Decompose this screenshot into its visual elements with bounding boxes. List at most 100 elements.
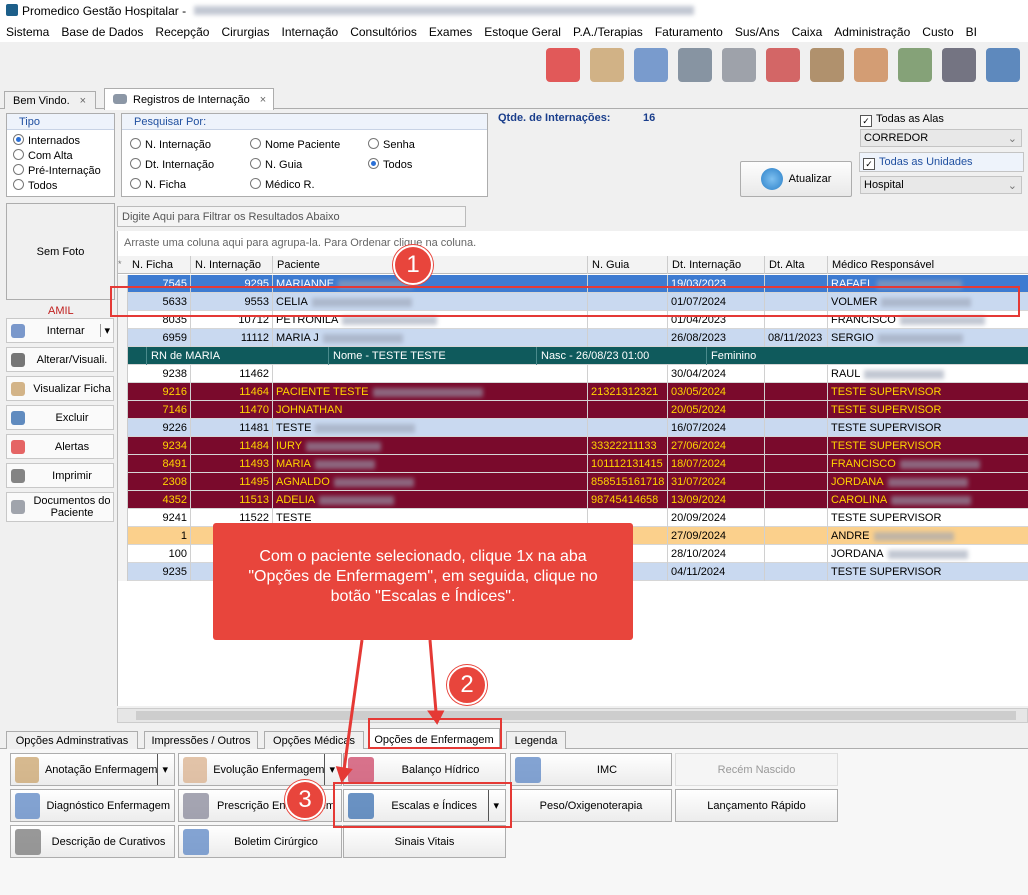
grid-row[interactable]: 4352 11513 ADELIA 98745414658 13/09/2024 CARO… [118,491,1028,509]
row-indicator [118,329,128,347]
toolbar-icon[interactable] [590,48,624,82]
action-button[interactable]: Excluir [6,405,114,430]
radio-option[interactable]: N. Internação [130,138,211,151]
radio-option[interactable]: N. Guia [250,158,302,171]
action-button[interactable]: Imprimir [6,463,114,488]
menu-item[interactable]: Caixa [791,25,823,39]
menu-item[interactable]: Sistema [6,25,50,39]
toolbar-icon[interactable] [766,48,800,82]
radio-option[interactable]: Todos [368,158,412,171]
radio-option[interactable]: Todos [13,179,57,192]
toolbar-icon[interactable] [986,48,1020,82]
grid-cell: 858515161718 [588,473,668,491]
grid-row[interactable]: 6959 11112 MARIA J 26/08/2023 08/11/2023 SERG… [118,329,1028,347]
alas-check[interactable]: ✓ Todas as Alas [860,113,944,127]
column-header[interactable]: N. Guia [588,256,668,274]
toolbar-icon[interactable] [678,48,712,82]
action-button[interactable]: Evolução Enfermagem ▾ [178,753,342,786]
toolbar-icon[interactable] [854,48,888,82]
action-button[interactable]: Descrição de Curativos [10,825,175,858]
unidades-combo[interactable]: Hospital ⌄ [860,176,1022,194]
action-button[interactable]: Internar ▾ [6,318,114,343]
action-button[interactable]: Alertas [6,434,114,459]
radio-option[interactable]: Nome Paciente [250,138,340,151]
grid-row[interactable]: 9241 11522 TESTE 20/09/2024 TESTE SUPERVISOR [118,509,1028,527]
scroll-thumb[interactable] [136,711,1016,720]
action-button[interactable]: Lançamento Rápido [675,789,838,822]
tab[interactable]: Legenda [506,731,566,749]
grid-cell [588,365,668,383]
menu-item[interactable]: Custo [922,25,954,39]
toolbar-icon[interactable] [634,48,668,82]
grid-row[interactable]: RN de MARIA Nome - TESTE TESTE Nasc - 26/0… [118,347,1028,365]
menu-item[interactable]: Base de Dados [61,25,144,39]
action-button[interactable]: Anotação Enfermagem ▾ [10,753,175,786]
filter-input[interactable]: Digite Aqui para Filtrar os Resultados A… [117,206,466,227]
grid-row[interactable]: 5633 9553 CELIA 01/07/2024 VOLMER [118,293,1028,311]
menu-item[interactable]: P.A./Terapias [572,25,643,39]
menu-item[interactable]: Internação [281,25,339,39]
menu-item[interactable]: Faturamento [654,25,723,39]
grid-cell: 11513 [191,491,273,509]
tab[interactable]: Bem Vindo. × [4,91,96,109]
menu-item[interactable]: Estoque Geral [484,25,561,39]
grid-cell [765,545,828,563]
toolbar-icon[interactable] [722,48,756,82]
column-header[interactable]: N. Internação [191,256,273,274]
menu-item[interactable]: Sus/Ans [734,25,780,39]
refresh-button[interactable]: Atualizar [740,161,852,197]
action-button[interactable]: Alterar/Visuali. [6,347,114,372]
radio-option[interactable]: Com Alta [13,149,73,162]
grid-cell [765,401,828,419]
grid-row[interactable]: 7146 11470 JOHNATHAN 20/05/2024 TESTE SUPERV… [118,401,1028,419]
action-button[interactable]: IMC [510,753,672,786]
unidades-check[interactable]: ✓ Todas as Unidades [859,152,1024,172]
action-button[interactable]: Visualizar Ficha [6,376,114,401]
grid-row[interactable]: 9216 11464 PACIENTE TESTE 21321312321 03/05/… [118,383,1028,401]
menu-item[interactable]: Exames [428,25,473,39]
menu-item[interactable]: Administração [834,25,911,39]
cell-text: 11495 [239,476,269,488]
action-button[interactable]: Peso/Oxigenoterapia [510,789,672,822]
grid-row[interactable]: 9234 11484 IURY 33322211133 27/06/2024 TESTE … [118,437,1028,455]
column-header[interactable]: Dt. Internação [668,256,765,274]
cell-text: 9216 [162,386,187,398]
column-header[interactable]: N. Ficha [128,256,191,274]
button-label: Descrição de Curativos [51,835,166,848]
tab[interactable]: Registros de Internação × [104,88,274,110]
menu-item[interactable]: Cirurgias [221,25,270,39]
grid-row[interactable]: 9238 11462 30/04/2024 RAUL [118,365,1028,383]
toolbar-icon[interactable] [942,48,976,82]
column-header[interactable]: Dt. Alta [765,256,828,274]
column-header[interactable]: Médico Responsável [828,256,1028,274]
toolbar-icon[interactable] [898,48,932,82]
radio-option[interactable]: Dt. Internação [130,158,214,171]
tab[interactable]: Opções de Enfermagem [368,728,500,750]
action-button[interactable]: Documentos do Paciente [6,492,114,522]
grid-row[interactable]: 9226 11481 TESTE 16/07/2024 TESTE SUPERVISOR [118,419,1028,437]
toolbar-icon[interactable] [810,48,844,82]
alas-combo[interactable]: CORREDOR ⌄ [860,129,1022,147]
menu-item[interactable]: Recepção [155,25,210,39]
grid-row[interactable]: 2308 11495 AGNALDO 858515161718 31/07/2024 JO… [118,473,1028,491]
action-button[interactable]: Escalas e Índices ▾ [343,789,506,822]
tab[interactable]: Opções Adminstrativas [6,731,138,749]
menu-item[interactable]: Consultórios [350,25,417,39]
radio-option[interactable]: Senha [368,138,415,151]
grid-cell [273,365,588,383]
menu-item[interactable]: BI [965,25,977,39]
toolbar-icon[interactable] [546,48,580,82]
tab[interactable]: Opções Médicas [264,731,364,749]
radio-option[interactable]: Internados [13,134,80,147]
radio-option[interactable]: Médico R. [250,178,315,191]
radio-option[interactable]: Pré-Internação [13,164,101,177]
grid-row[interactable]: 8491 11493 MARIA 101112131415 18/07/2024 FRAN… [118,455,1028,473]
action-button[interactable]: Sinais Vitais [343,825,506,858]
tab[interactable]: Impressões / Outros [144,731,258,749]
action-button[interactable]: Balanço Hídrico [343,753,506,786]
h-scrollbar[interactable] [117,708,1028,723]
column-header[interactable]: Paciente [273,256,588,274]
radio-option[interactable]: N. Ficha [130,178,186,191]
action-button[interactable]: Boletim Cirúrgico [178,825,342,858]
action-button[interactable]: Diagnóstico Enfermagem [10,789,175,822]
